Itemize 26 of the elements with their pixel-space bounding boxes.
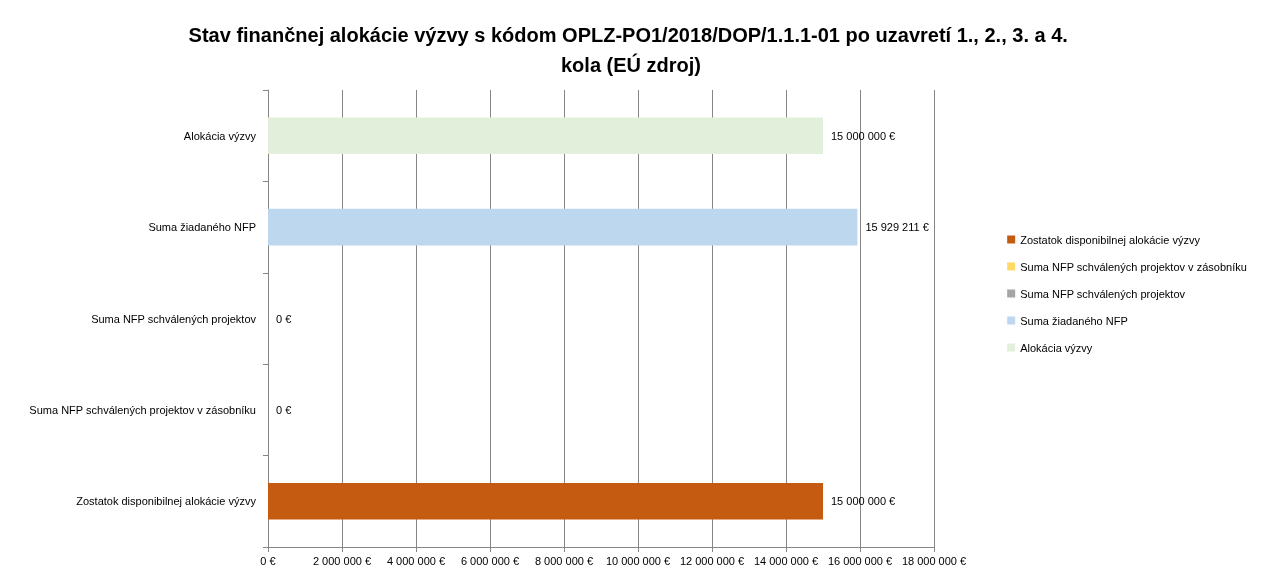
chart-title: Stav finančnej alokácie výzvy s kódom OPLZ-PO1/2018/DOP/1.1.1-01 po uzavretí 1., 2., 3. a 4. kola (EÚ zdroj)	[188, 24, 1074, 76]
y-tick-label: Suma NFP schválených projektov v zásobníku	[29, 403, 256, 416]
x-tick-label: 4 000 000 €	[386, 554, 446, 567]
legend-label: Zostatok disponibilnej alokácie výzvy	[1020, 233, 1201, 246]
data-label: 0 €	[276, 312, 292, 325]
x-tick-label: 14 000 000 €	[753, 554, 819, 567]
y-tick-label: Alokácia výzvy	[183, 129, 257, 142]
data-label: 15 000 000 €	[831, 129, 896, 142]
legend-label: Alokácia výzvy	[1020, 341, 1093, 354]
x-tick-label: 16 000 000 €	[827, 554, 893, 567]
x-tick-label: 12 000 000 €	[679, 554, 745, 567]
legend-label: Suma NFP schválených projektov v zásobníku	[1020, 260, 1247, 273]
y-tick-label: Suma žiadaného NFP	[148, 221, 256, 234]
x-tick-label: 0 €	[260, 554, 276, 567]
y-tick-label: Suma NFP schválených projektov	[91, 312, 257, 325]
x-tick-label: 6 000 000 €	[460, 554, 520, 567]
legend-label: Suma NFP schválených projektov	[1020, 287, 1186, 300]
legend-label: Suma žiadaného NFP	[1020, 314, 1128, 327]
x-tick-label: 2 000 000 €	[312, 554, 372, 567]
data-label: 15 929 211 €	[865, 221, 929, 234]
x-tick-label: 10 000 000 €	[605, 554, 671, 567]
x-tick-label: 8 000 000 €	[534, 554, 594, 567]
data-label: 15 000 000 €	[831, 495, 896, 508]
data-label: 0 €	[276, 403, 292, 416]
x-tick-label: 18 000 000 €	[901, 554, 967, 567]
y-tick-label: Zostatok disponibilnej alokácie výzvy	[76, 495, 257, 508]
